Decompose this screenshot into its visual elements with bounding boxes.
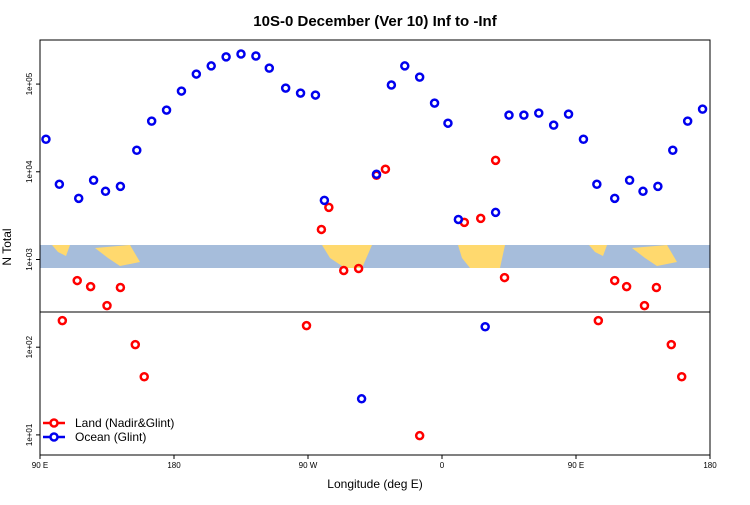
point xyxy=(41,134,51,144)
point xyxy=(139,372,149,382)
point xyxy=(57,315,68,326)
point xyxy=(676,372,687,382)
point xyxy=(453,214,464,225)
point xyxy=(414,430,425,441)
plot-frame xyxy=(39,39,711,456)
point xyxy=(264,63,275,73)
point xyxy=(563,109,574,119)
point xyxy=(236,49,246,59)
point xyxy=(146,116,157,126)
point xyxy=(414,72,425,82)
point xyxy=(251,51,261,61)
point xyxy=(316,224,327,235)
point xyxy=(130,339,141,350)
point xyxy=(593,315,604,326)
point xyxy=(191,69,202,79)
point xyxy=(499,272,510,283)
legend-label: Land (Nadir&Glint) xyxy=(75,416,174,430)
point xyxy=(639,300,650,311)
point xyxy=(100,186,111,197)
point xyxy=(638,186,648,197)
point xyxy=(490,207,501,218)
point xyxy=(578,134,589,144)
point xyxy=(609,193,620,204)
x-tick-label: 90 E xyxy=(32,461,48,470)
point xyxy=(653,181,663,192)
point xyxy=(338,265,349,276)
chart-title: 10S-0 December (Ver 10) Inf to -Inf xyxy=(253,13,497,30)
point xyxy=(621,281,632,292)
point xyxy=(88,175,99,186)
y-axis-label: N Total xyxy=(0,228,14,265)
point xyxy=(490,155,501,166)
point xyxy=(371,169,382,180)
point xyxy=(54,179,65,190)
point xyxy=(443,118,453,128)
point xyxy=(353,263,364,274)
point xyxy=(72,275,82,286)
y-tick-label: 1e+05 xyxy=(25,72,34,95)
point xyxy=(682,116,693,126)
x-axis-label: Longitude (deg E) xyxy=(327,477,422,491)
y-tick-label: 1e+02 xyxy=(25,335,34,358)
x-tick-label: 0 xyxy=(440,461,445,470)
point xyxy=(301,320,312,331)
point xyxy=(324,202,334,213)
point xyxy=(132,145,142,155)
y-tick-label: 1e+01 xyxy=(25,423,34,446)
point xyxy=(400,61,410,71)
point xyxy=(548,120,559,130)
point xyxy=(429,98,440,108)
point xyxy=(206,61,216,71)
point xyxy=(592,179,602,190)
point xyxy=(115,282,126,293)
legend-marker xyxy=(49,432,59,442)
point xyxy=(221,52,231,62)
point xyxy=(668,145,678,155)
point xyxy=(475,213,486,224)
point xyxy=(480,322,490,332)
y-tick-label: 1e+03 xyxy=(25,248,34,271)
point xyxy=(609,275,620,286)
legend-marker xyxy=(49,418,59,428)
point xyxy=(386,80,397,90)
point xyxy=(102,300,112,311)
x-tick-label: 90 W xyxy=(299,461,318,470)
point xyxy=(176,86,187,96)
point xyxy=(73,193,84,204)
point xyxy=(504,110,514,120)
point xyxy=(356,394,367,404)
point xyxy=(115,181,126,192)
point xyxy=(380,164,391,174)
point xyxy=(651,282,662,293)
point xyxy=(624,175,635,186)
point xyxy=(295,88,306,98)
point xyxy=(319,195,330,206)
point xyxy=(534,108,544,118)
legend-label: Ocean (Glint) xyxy=(75,430,146,444)
x-tick-label: 180 xyxy=(703,461,717,470)
point xyxy=(161,105,172,115)
y-tick-label: 1e+04 xyxy=(25,160,34,183)
x-tick-label: 90 E xyxy=(568,461,584,470)
point xyxy=(280,83,291,93)
x-tick-label: 180 xyxy=(167,461,181,470)
map-strip xyxy=(40,245,710,268)
point xyxy=(697,104,708,114)
point xyxy=(85,281,96,292)
point xyxy=(310,90,321,100)
point xyxy=(519,110,529,120)
point xyxy=(666,339,677,350)
